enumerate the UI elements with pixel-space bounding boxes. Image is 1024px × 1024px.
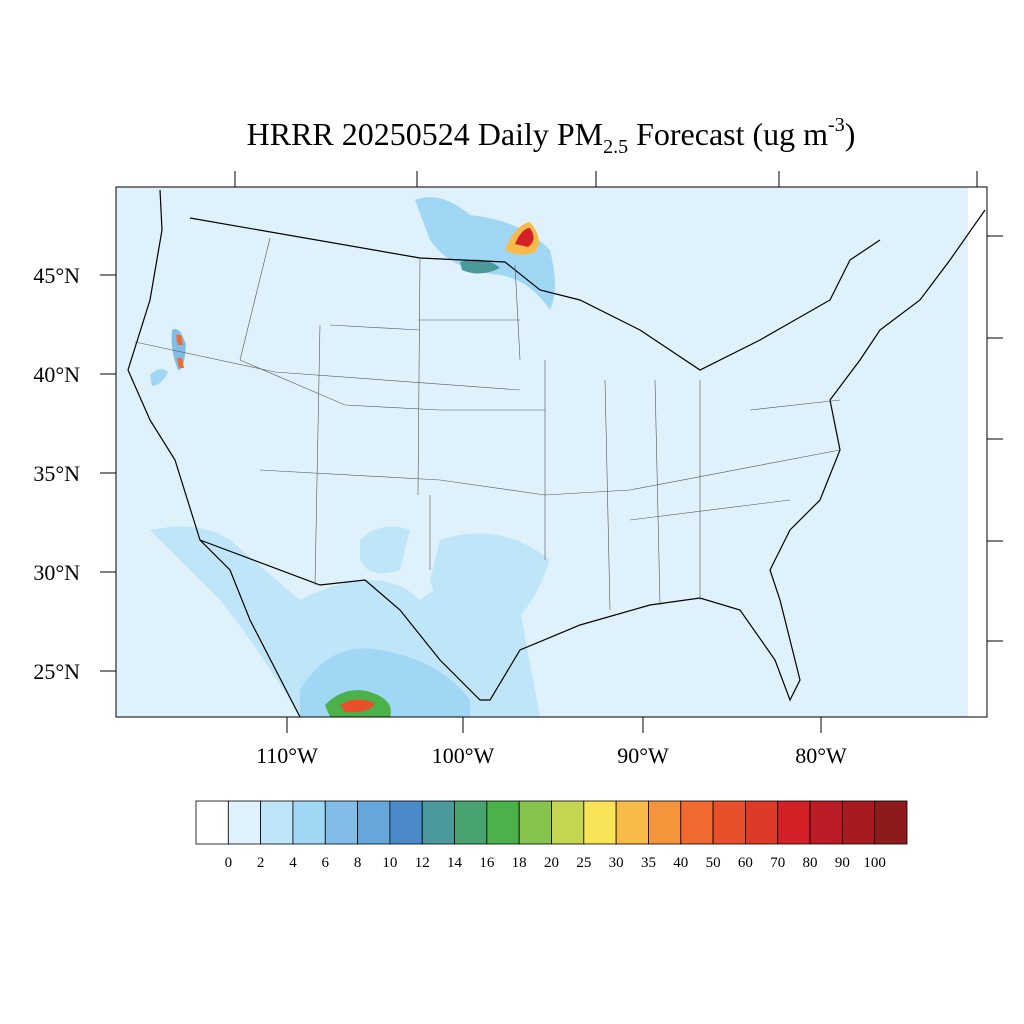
plume-region <box>171 329 186 371</box>
colorbar-label: 25 <box>576 855 591 871</box>
colorbar-box <box>195 800 229 845</box>
colorbar-box <box>841 800 876 845</box>
longitude-label: 110°W <box>256 743 318 768</box>
latitude-label: 40°N <box>33 362 80 387</box>
colorbar-box <box>324 800 358 845</box>
longitude-label: 90°W <box>617 743 669 768</box>
latitude-label: 35°N <box>33 461 80 486</box>
colorbar-label: 50 <box>706 855 721 871</box>
colorbar-box <box>518 800 552 845</box>
map <box>100 171 1003 733</box>
plume-region <box>340 699 375 713</box>
plume-region <box>150 526 540 717</box>
title-superscript: -3 <box>828 114 845 136</box>
latitude-label: 25°N <box>33 659 80 684</box>
colorbar-box <box>583 800 617 845</box>
colorbar-box <box>648 800 682 845</box>
latitude-label: 30°N <box>33 560 80 585</box>
colorbar-box <box>486 800 520 845</box>
plume-region <box>415 197 555 310</box>
colorbar-box <box>777 800 811 845</box>
colorbar-box <box>615 800 649 845</box>
plume-region <box>515 228 534 247</box>
title: HRRR 20250524 Daily PM2.5 Forecast (ug m… <box>247 114 856 158</box>
colorbar-box <box>357 800 391 845</box>
colorbar-label: 12 <box>415 855 430 871</box>
colorbar-box <box>292 800 326 845</box>
title-middle: Forecast (ug m <box>628 116 828 152</box>
title-subscript: 2.5 <box>603 136 628 158</box>
colorbar-box <box>874 800 908 845</box>
colorbar-label: 80 <box>803 855 818 871</box>
colorbar-label: 90 <box>835 855 850 871</box>
colorbar-label: 30 <box>609 855 624 871</box>
map-frame <box>115 186 988 718</box>
longitude-label: 80°W <box>795 743 847 768</box>
colorbar-box <box>680 800 714 845</box>
colorbar-label: 16 <box>479 855 495 871</box>
plume-region <box>150 369 168 386</box>
colorbar-box <box>745 800 779 845</box>
plume-region <box>176 335 184 368</box>
colorbar-label: 35 <box>641 855 656 871</box>
colorbar-label: 0 <box>225 855 233 871</box>
title-end: ) <box>845 116 856 152</box>
colorbar-label: 2 <box>257 855 265 871</box>
colorbar-label: 40 <box>673 855 688 871</box>
colorbar-label: 20 <box>544 855 559 871</box>
plume-region <box>460 259 500 274</box>
longitude-label: 100°W <box>432 743 495 768</box>
plume-region <box>360 526 550 640</box>
colorbar-box <box>421 800 455 845</box>
colorbar-label: 8 <box>354 855 362 871</box>
colorbar-label: 14 <box>447 855 463 871</box>
colorbar-box <box>809 800 843 845</box>
colorbar-box <box>227 800 262 845</box>
colorbar-label: 100 <box>863 855 886 871</box>
colorbar-box <box>551 800 585 845</box>
state-borders <box>134 237 841 611</box>
colorbar-box <box>454 800 488 845</box>
coastline <box>127 189 986 718</box>
colorbar-box <box>389 800 423 845</box>
colorbar-label: 6 <box>322 855 330 871</box>
colorbar-label: 60 <box>738 855 753 871</box>
colorbar-label: 4 <box>289 855 297 871</box>
colorbar-box <box>260 800 294 845</box>
title-main: HRRR 20250524 Daily PM <box>247 116 603 152</box>
colorbar-label: 10 <box>382 855 397 871</box>
colorbar-label: 70 <box>770 855 785 871</box>
colorbar-label: 18 <box>512 855 527 871</box>
latitude-label: 45°N <box>33 263 80 288</box>
colorbar-box <box>712 800 746 845</box>
frame-ticks <box>100 171 1003 733</box>
